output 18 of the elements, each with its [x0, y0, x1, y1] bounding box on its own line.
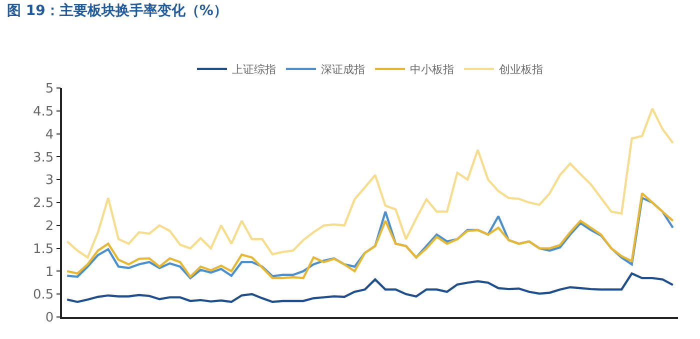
y-tick-label: 2.5 — [32, 196, 54, 212]
legend-label: 上证综指 — [232, 63, 276, 76]
line-series — [66, 272, 674, 303]
y-tick-label: 0 — [45, 310, 54, 326]
y-tick-label: 3.5 — [32, 150, 54, 166]
chart-title: 图 19：主要板块换手率变化（%） — [7, 2, 228, 19]
legend-label: 创业板指 — [499, 63, 543, 76]
legend-label: 中小板指 — [410, 63, 454, 76]
y-tick-label: 0.5 — [32, 288, 54, 303]
y-tick-label: 5 — [45, 82, 54, 97]
legend-label: 深证成指 — [321, 63, 365, 76]
y-tick-label: 3 — [45, 173, 54, 188]
y-tick-label: 1 — [45, 264, 54, 280]
y-tick-label: 4.5 — [32, 104, 54, 120]
y-tick-label: 1.5 — [32, 242, 54, 257]
y-tick-label: 4 — [45, 127, 54, 142]
line-series — [66, 108, 674, 259]
y-tick-label: 2 — [45, 218, 54, 234]
